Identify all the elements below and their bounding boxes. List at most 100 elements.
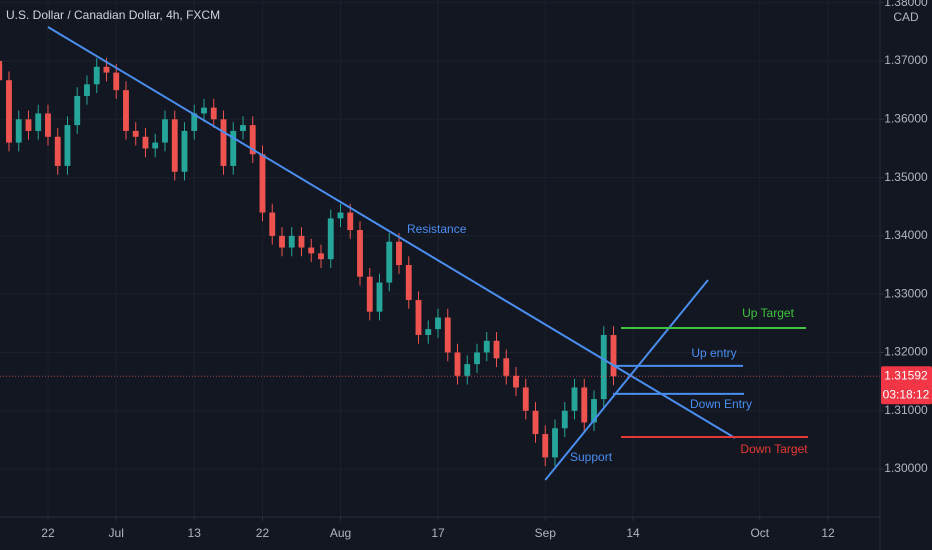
candle-body bbox=[347, 212, 354, 231]
candle-body bbox=[152, 142, 159, 149]
candle-body bbox=[269, 212, 276, 236]
x-tick-label: 22 bbox=[256, 526, 270, 540]
candle-body bbox=[123, 90, 129, 131]
candle-body bbox=[464, 364, 471, 376]
candle-body bbox=[357, 230, 363, 277]
annotation-label: Support bbox=[570, 450, 613, 464]
axis-unit: CAD bbox=[893, 10, 919, 24]
y-tick-label: 1.35000 bbox=[884, 170, 928, 184]
candle-body bbox=[93, 66, 100, 85]
candle-body bbox=[581, 387, 588, 423]
candle-body bbox=[279, 235, 285, 248]
candle-body bbox=[210, 107, 217, 120]
candle-body bbox=[474, 352, 480, 365]
candle-body bbox=[376, 282, 383, 312]
candle-body bbox=[337, 212, 344, 219]
candle-body bbox=[142, 136, 149, 149]
price-badge bbox=[881, 366, 932, 405]
x-tick-label: 14 bbox=[626, 526, 640, 540]
candle-body bbox=[532, 410, 539, 435]
grid bbox=[0, 0, 880, 517]
candle-body bbox=[552, 428, 558, 458]
candle-body bbox=[542, 434, 549, 458]
candle-body bbox=[230, 130, 237, 166]
candle-body bbox=[483, 340, 490, 353]
annotation-label: Up entry bbox=[691, 346, 736, 360]
candle-body bbox=[0, 60, 3, 81]
candle-body bbox=[405, 265, 412, 301]
x-tick-label: 17 bbox=[431, 526, 445, 540]
annotation-line bbox=[47, 26, 736, 439]
current-price-label: 1.31592 bbox=[884, 368, 928, 382]
x-tick-label: 22 bbox=[41, 526, 55, 540]
candle-body bbox=[45, 113, 51, 137]
candle-body bbox=[103, 66, 110, 73]
x-tick-label: 12 bbox=[821, 526, 835, 540]
candle-body bbox=[54, 136, 61, 166]
candle-body bbox=[259, 154, 266, 213]
y-tick-label: 1.31000 bbox=[884, 403, 928, 417]
x-tick-label: Aug bbox=[330, 526, 351, 540]
candle-body bbox=[249, 125, 256, 155]
candle-body bbox=[191, 113, 198, 131]
candle-body bbox=[493, 340, 500, 359]
annotation-label: Down Target bbox=[740, 442, 808, 456]
candle-body bbox=[425, 329, 432, 335]
annotation-label: Resistance bbox=[407, 222, 467, 236]
y-tick-label: 1.37000 bbox=[884, 53, 928, 67]
candle-body bbox=[74, 95, 81, 126]
candle-body bbox=[171, 119, 178, 172]
annotation-label: Up Target bbox=[742, 306, 794, 320]
axes: 1.30000 1.31000 1.32000 1.33000 1.34000 1.350… bbox=[41, 0, 932, 540]
candle-body bbox=[6, 80, 12, 143]
candle-body bbox=[327, 218, 334, 260]
candle-body bbox=[435, 317, 441, 330]
candle-body bbox=[444, 317, 451, 353]
countdown-label: 03:18:12 bbox=[883, 387, 930, 401]
x-tick-label: Sep bbox=[535, 526, 557, 540]
candle-body bbox=[454, 352, 461, 376]
candle-body bbox=[415, 300, 422, 335]
candle-body bbox=[288, 235, 295, 248]
candle-body bbox=[366, 276, 373, 312]
candle-body bbox=[386, 241, 393, 283]
x-tick-label: 13 bbox=[188, 526, 202, 540]
candle-body bbox=[513, 375, 519, 388]
y-tick-label: 1.36000 bbox=[884, 111, 928, 125]
candle-body bbox=[181, 130, 188, 172]
candle-body bbox=[318, 253, 324, 260]
candle-body bbox=[201, 107, 207, 114]
candle-body bbox=[35, 113, 42, 131]
annotation-line bbox=[544, 279, 709, 481]
candle-body bbox=[396, 241, 402, 266]
candle-body bbox=[308, 247, 315, 254]
candle-body bbox=[561, 410, 568, 429]
y-tick-label: 1.33000 bbox=[884, 286, 928, 300]
candle-body bbox=[64, 125, 71, 166]
y-tick-label: 1.34000 bbox=[884, 228, 928, 242]
candle-body bbox=[600, 334, 607, 400]
candle-body bbox=[162, 119, 168, 143]
x-tick-label: Oct bbox=[750, 526, 769, 540]
candle-body bbox=[503, 358, 510, 376]
candle-body bbox=[113, 72, 120, 91]
chart-title: U.S. Dollar / Canadian Dollar, 4h, FXCM bbox=[6, 8, 220, 22]
candle-body bbox=[84, 84, 90, 96]
candle-body bbox=[240, 125, 246, 131]
x-tick-label: Jul bbox=[109, 526, 124, 540]
candle-body bbox=[298, 235, 305, 248]
candle-body bbox=[15, 119, 22, 143]
annotation-label: Down Entry bbox=[690, 397, 752, 411]
y-tick-label: 1.32000 bbox=[884, 345, 928, 359]
y-tick-label: 1.38000 bbox=[884, 0, 928, 9]
candle-body bbox=[220, 119, 227, 166]
plot: Resistance Support Up Target Up entry Down E… bbox=[0, 26, 880, 481]
candle-body bbox=[571, 387, 578, 411]
candle-body bbox=[591, 399, 597, 423]
candle-body bbox=[522, 387, 529, 411]
candle-body bbox=[25, 119, 32, 131]
candle-body bbox=[610, 334, 617, 377]
candle-body bbox=[132, 130, 139, 137]
y-tick-label: 1.30000 bbox=[884, 461, 928, 475]
